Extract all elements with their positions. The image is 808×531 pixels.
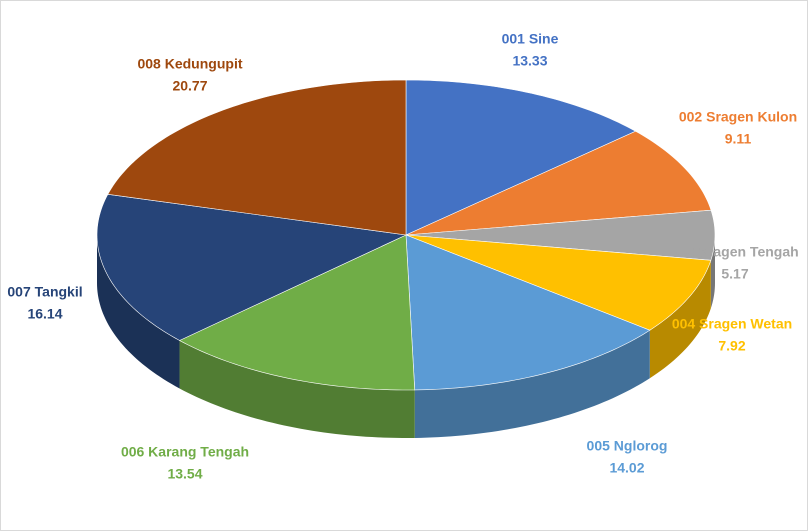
slice: [405, 234, 651, 391]
data-label-name: 001 Sine: [502, 31, 559, 47]
slice-side: [414, 330, 650, 438]
data-label-value: 16.14: [27, 306, 62, 322]
slice: [405, 234, 712, 331]
data-label-name: 004 Sragen Wetan: [672, 316, 792, 332]
slice: [405, 79, 637, 236]
data-label-name: 002 Sragen Kulon: [679, 109, 797, 125]
data-label-value: 9.11: [725, 131, 752, 147]
data-label-value: 13.54: [167, 466, 202, 482]
data-label-name: 006 Karang Tengah: [121, 444, 249, 460]
data-label-value: 14.02: [609, 460, 644, 476]
slice: [405, 130, 712, 236]
slice-side: [710, 235, 715, 309]
slice-side: [649, 260, 711, 379]
slice: [405, 209, 716, 261]
data-label-value: 7.92: [718, 338, 745, 354]
slice: [107, 79, 407, 236]
slice-side: [179, 340, 415, 438]
slice-side: [97, 235, 180, 389]
data-label-name: 003 Sragen Tengah: [671, 244, 798, 260]
slice: [178, 234, 416, 391]
data-label-value: 20.77: [172, 78, 207, 94]
data-label-name: 008 Kedungupit: [137, 56, 242, 72]
data-label-name: 007 Tangkil: [7, 284, 82, 300]
data-label-name: 005 Nglorog: [587, 438, 668, 454]
data-label-value: 13.33: [512, 53, 547, 69]
data-label-value: 5.17: [721, 266, 748, 282]
slice: [96, 193, 408, 341]
